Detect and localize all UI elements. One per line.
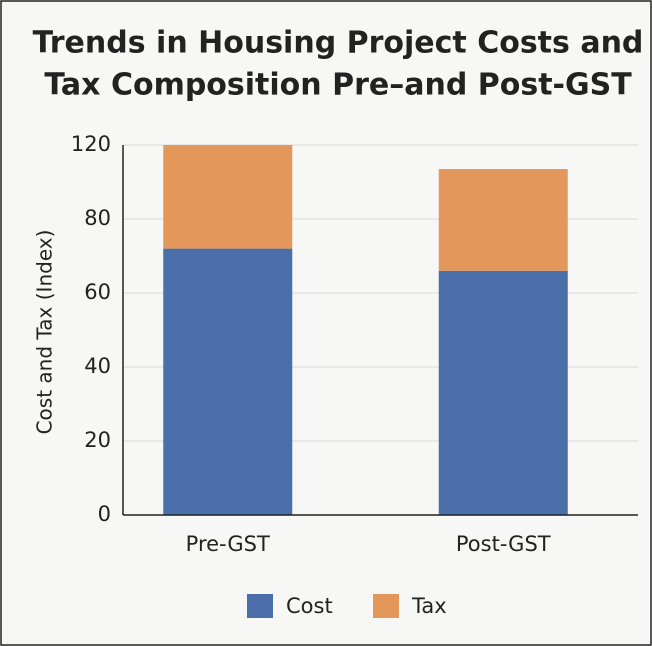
y-tick-label: 60: [84, 280, 111, 304]
bar-segment: [438, 169, 568, 271]
y-tick-label: 40: [84, 354, 111, 378]
bar-segment: [163, 145, 293, 249]
chart-title: Tax Composition Pre–and Post-GST: [44, 68, 632, 103]
x-tick-label: Post-GST: [456, 532, 551, 556]
y-tick-label: 80: [84, 206, 111, 230]
chart-title: Trends in Housing Project Costs and: [33, 26, 644, 61]
bar-segment: [163, 248, 293, 515]
legend-label: Tax: [411, 594, 447, 618]
x-tick-label: Pre-GST: [186, 532, 270, 556]
legend-swatch: [247, 594, 273, 618]
legend-label: Cost: [286, 594, 333, 618]
y-axis-label: Cost and Tax (Index): [33, 230, 57, 435]
y-tick-label: 20: [84, 428, 111, 452]
bar-segment: [438, 270, 568, 515]
y-tick-label: 120: [71, 132, 111, 156]
y-tick-label: 0: [98, 502, 111, 526]
legend-swatch: [373, 594, 399, 618]
